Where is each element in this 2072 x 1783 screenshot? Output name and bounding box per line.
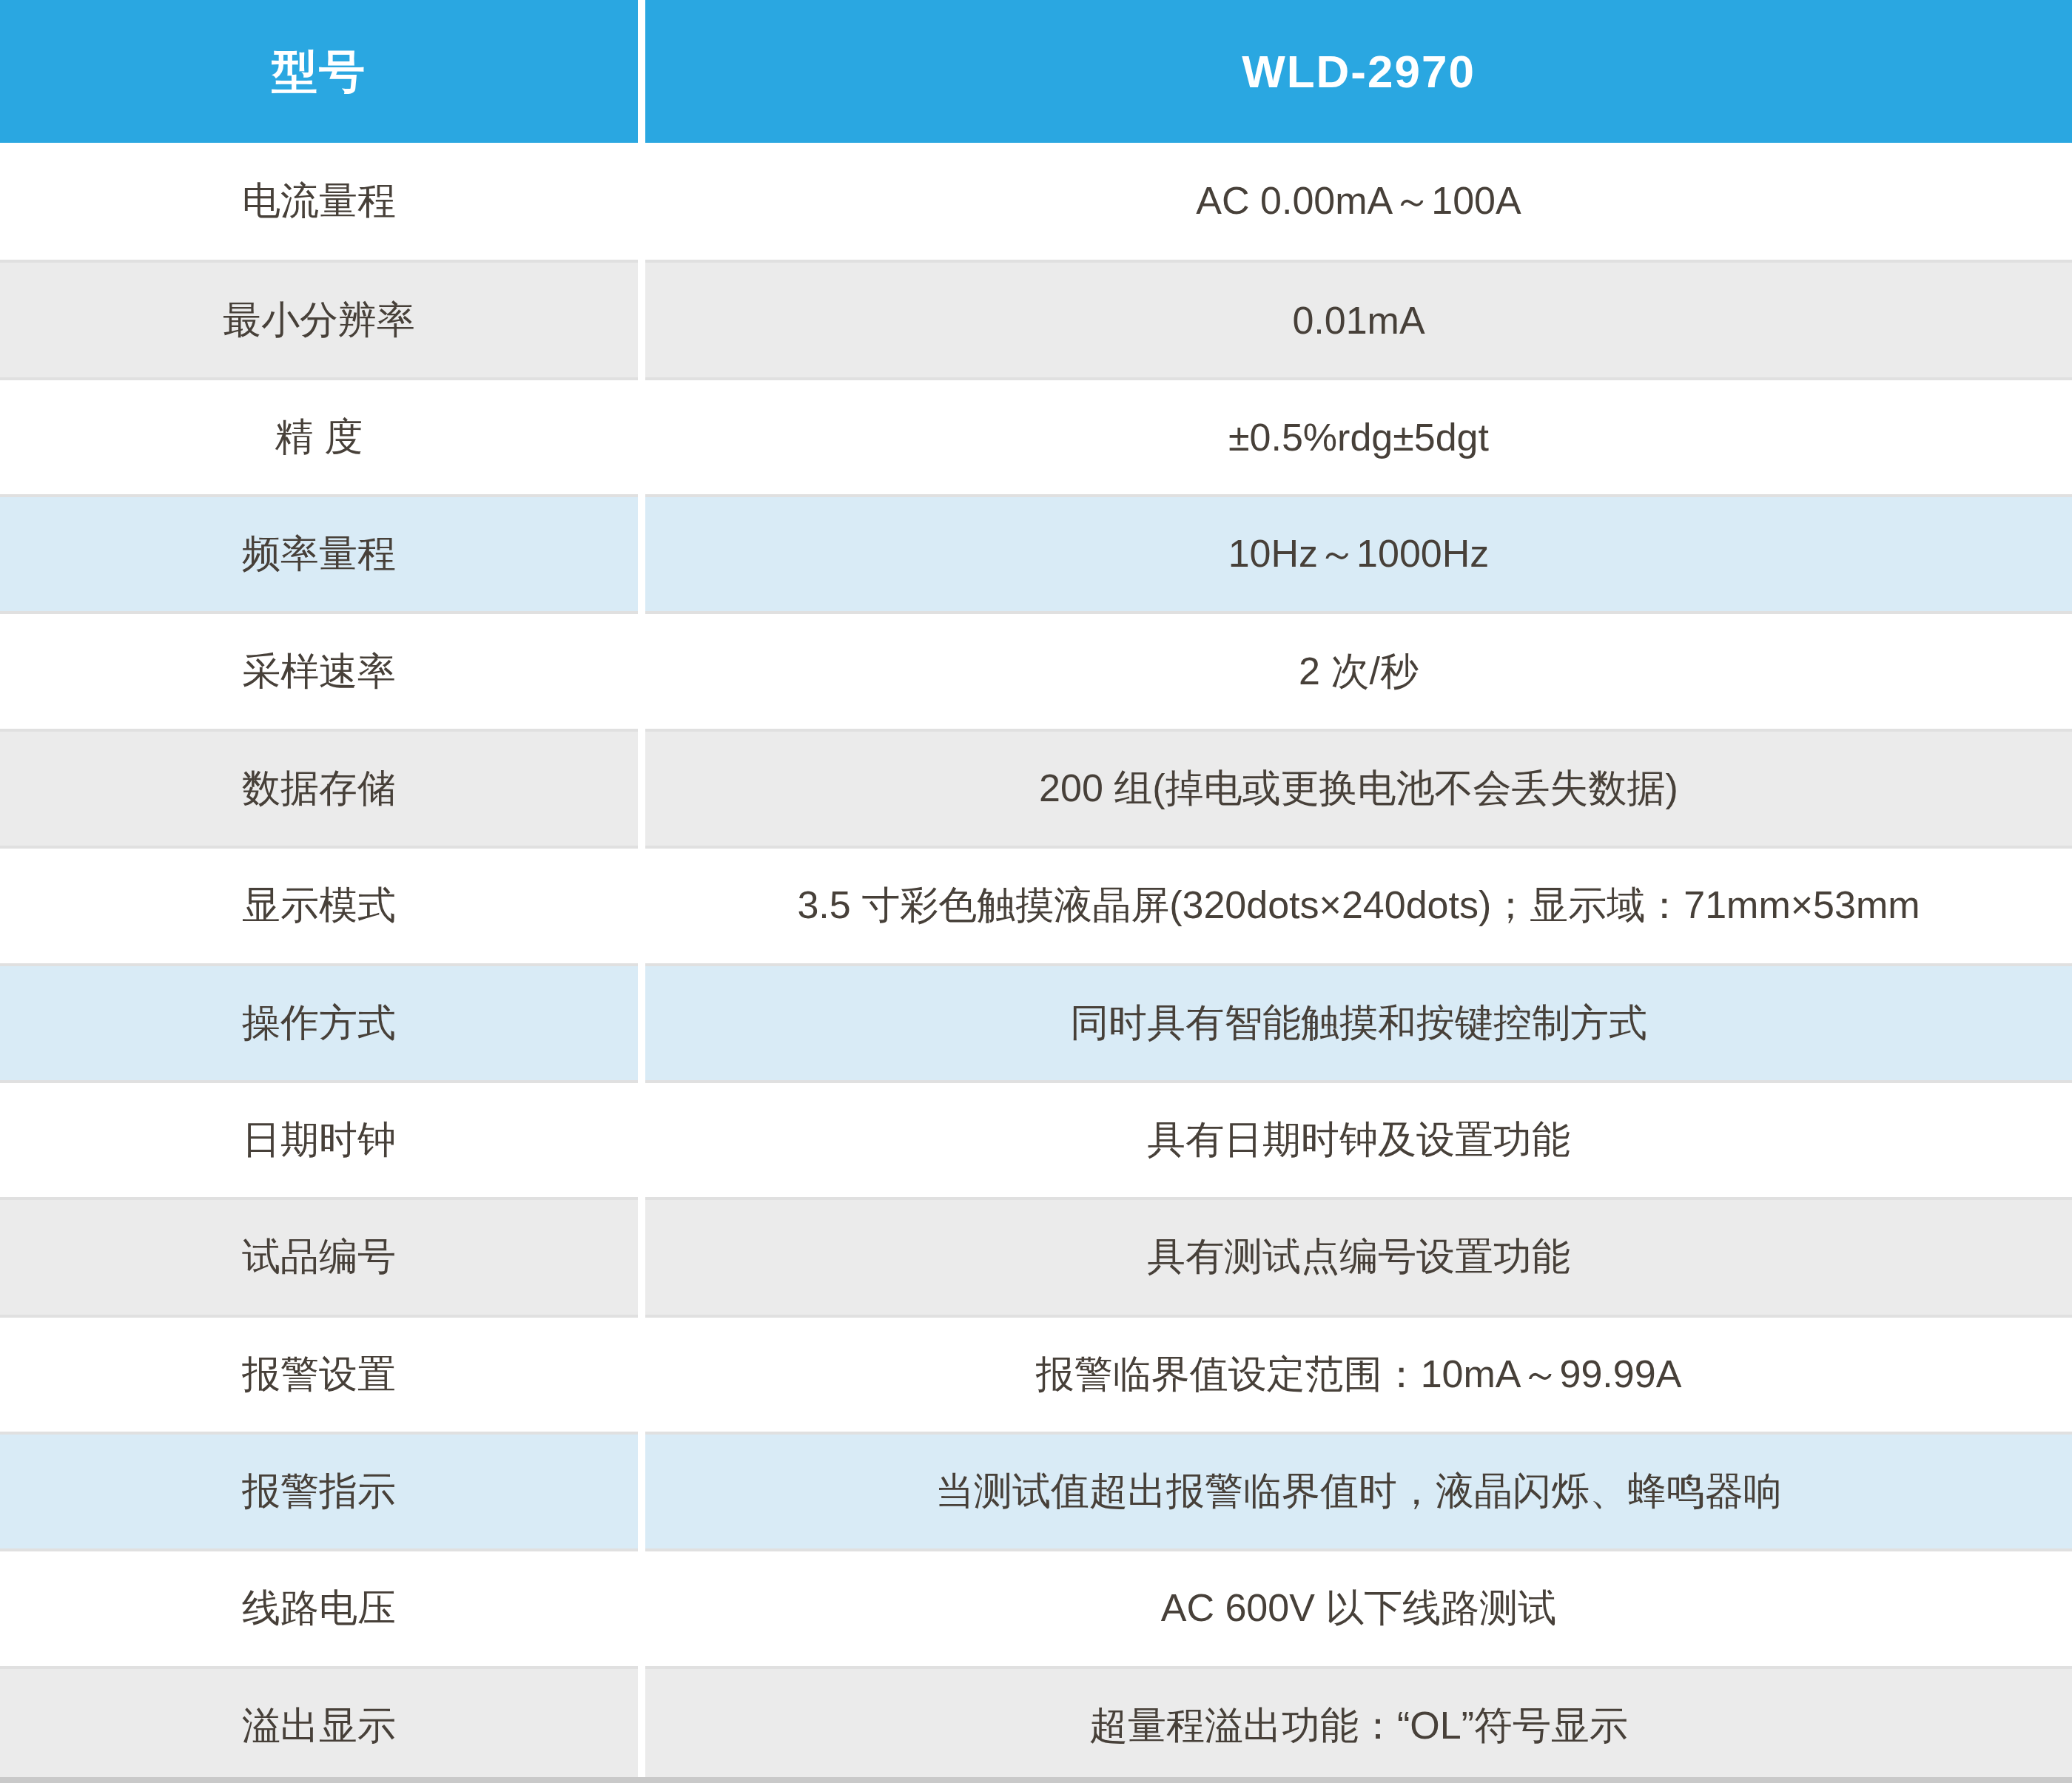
header-model-value: WLD-2970: [1242, 45, 1476, 98]
spec-table-header-row: 型号 WLD-2970: [0, 0, 2072, 143]
spec-label-cell: 溢出显示: [0, 1666, 638, 1783]
table-row: 最小分辨率 0.01mA: [0, 260, 2072, 377]
spec-label: 显示模式: [242, 880, 396, 931]
spec-value-cell: 当测试值超出报警临界值时，液晶闪烁、蜂鸣器响: [645, 1432, 2072, 1548]
column-gap: [638, 611, 645, 728]
column-gap: [638, 846, 645, 963]
spec-value-cell: 同时具有智能触摸和按键控制方式: [645, 963, 2072, 1080]
table-row: 操作方式 同时具有智能触摸和按键控制方式: [0, 963, 2072, 1080]
spec-value-cell: 具有测试点编号设置功能: [645, 1197, 2072, 1314]
column-gap: [638, 1080, 645, 1197]
spec-value: 2 次/秒: [1299, 646, 1419, 698]
column-gap: [638, 377, 645, 494]
table-row: 线路电压 AC 600V 以下线路测试: [0, 1548, 2072, 1665]
spec-value: AC 600V 以下线路测试: [1161, 1583, 1557, 1634]
spec-label-cell: 采样速率: [0, 611, 638, 728]
spec-value: 同时具有智能触摸和按键控制方式: [1070, 997, 1647, 1049]
column-gap: [638, 143, 645, 260]
table-row: 数据存储 200 组(掉电或更换电池不会丢失数据): [0, 729, 2072, 846]
spec-label: 采样速率: [242, 646, 396, 698]
spec-label-cell: 电流量程: [0, 143, 638, 260]
spec-value: 具有日期时钟及设置功能: [1147, 1114, 1570, 1166]
spec-label-cell: 报警设置: [0, 1315, 638, 1432]
spec-label: 数据存储: [242, 763, 396, 815]
column-gap: [638, 729, 645, 846]
spec-value-cell: AC 0.00mA～100A: [645, 143, 2072, 260]
spec-value: 具有测试点编号设置功能: [1147, 1231, 1570, 1283]
spec-label: 最小分辨率: [223, 294, 415, 346]
header-model-column-title-cell: 型号: [0, 0, 638, 143]
spec-value-cell: 具有日期时钟及设置功能: [645, 1080, 2072, 1197]
column-gap: [638, 963, 645, 1080]
spec-label-cell: 报警指示: [0, 1432, 638, 1548]
spec-value: 当测试值超出报警临界值时，液晶闪烁、蜂鸣器响: [935, 1466, 1782, 1517]
spec-value-cell: AC 600V 以下线路测试: [645, 1548, 2072, 1665]
spec-value-cell: 10Hz～1000Hz: [645, 494, 2072, 611]
spec-value: 0.01mA: [1292, 298, 1424, 343]
table-row: 精 度 ±0.5%rdg±5dgt: [0, 377, 2072, 494]
spec-label-cell: 精 度: [0, 377, 638, 494]
table-row: 电流量程 AC 0.00mA～100A: [0, 143, 2072, 260]
table-row: 报警指示 当测试值超出报警临界值时，液晶闪烁、蜂鸣器响: [0, 1432, 2072, 1548]
table-row: 试品编号 具有测试点编号设置功能: [0, 1197, 2072, 1314]
spec-label-cell: 试品编号: [0, 1197, 638, 1314]
spec-label: 报警指示: [242, 1466, 396, 1517]
spec-label-cell: 线路电压: [0, 1548, 638, 1665]
spec-value: 报警临界值设定范围：10mA～99.99A: [1036, 1349, 1682, 1401]
spec-value: 200 组(掉电或更换电池不会丢失数据): [1039, 763, 1678, 815]
spec-value-cell: 3.5 寸彩色触摸液晶屏(320dots×240dots)；显示域：71mm×5…: [645, 846, 2072, 963]
column-gap: [638, 1315, 645, 1432]
spec-label: 日期时钟: [242, 1114, 396, 1166]
spec-label: 试品编号: [242, 1231, 396, 1283]
spec-value: AC 0.00mA～100A: [1196, 175, 1521, 227]
spec-value: 超量程溢出功能：“OL”符号显示: [1089, 1700, 1628, 1752]
spec-value-cell: 报警临界值设定范围：10mA～99.99A: [645, 1315, 2072, 1432]
spec-value-cell: 超量程溢出功能：“OL”符号显示: [645, 1666, 2072, 1783]
spec-label: 操作方式: [242, 997, 396, 1049]
spec-table: 型号 WLD-2970 电流量程 AC 0.00mA～100A 最小分辨率 0.…: [0, 0, 2072, 1783]
column-gap: [638, 494, 645, 611]
spec-value: 3.5 寸彩色触摸液晶屏(320dots×240dots)；显示域：71mm×5…: [797, 880, 1920, 931]
column-gap: [638, 1197, 645, 1314]
spec-label: 电流量程: [242, 175, 396, 227]
spec-value: 10Hz～1000Hz: [1228, 528, 1490, 580]
spec-label: 精 度: [275, 411, 363, 463]
spec-label-cell: 频率量程: [0, 494, 638, 611]
column-gap: [638, 1432, 645, 1548]
header-model-value-cell: WLD-2970: [645, 0, 2072, 143]
spec-label: 溢出显示: [242, 1700, 396, 1752]
spec-value: ±0.5%rdg±5dgt: [1228, 415, 1489, 459]
spec-value-cell: 0.01mA: [645, 260, 2072, 377]
table-row: 报警设置 报警临界值设定范围：10mA～99.99A: [0, 1315, 2072, 1432]
spec-value-cell: 2 次/秒: [645, 611, 2072, 728]
spec-label-cell: 数据存储: [0, 729, 638, 846]
spec-value-cell: 200 组(掉电或更换电池不会丢失数据): [645, 729, 2072, 846]
table-row: 显示模式 3.5 寸彩色触摸液晶屏(320dots×240dots)；显示域：7…: [0, 846, 2072, 963]
column-gap: [638, 1548, 645, 1665]
table-row: 频率量程 10Hz～1000Hz: [0, 494, 2072, 611]
spec-value-cell: ±0.5%rdg±5dgt: [645, 377, 2072, 494]
spec-label-cell: 操作方式: [0, 963, 638, 1080]
spec-label: 频率量程: [242, 528, 396, 580]
table-row: 日期时钟 具有日期时钟及设置功能: [0, 1080, 2072, 1197]
spec-label: 报警设置: [242, 1349, 396, 1401]
spec-label-cell: 显示模式: [0, 846, 638, 963]
table-row: 采样速率 2 次/秒: [0, 611, 2072, 728]
spec-label-cell: 日期时钟: [0, 1080, 638, 1197]
spec-label-cell: 最小分辨率: [0, 260, 638, 377]
column-gap: [638, 260, 645, 377]
spec-label: 线路电压: [242, 1583, 396, 1634]
table-bottom-edge: [0, 1777, 2072, 1783]
header-model-column-title: 型号: [272, 41, 366, 103]
column-gap: [638, 1666, 645, 1783]
table-row: 溢出显示 超量程溢出功能：“OL”符号显示: [0, 1666, 2072, 1783]
column-gap: [638, 0, 645, 143]
